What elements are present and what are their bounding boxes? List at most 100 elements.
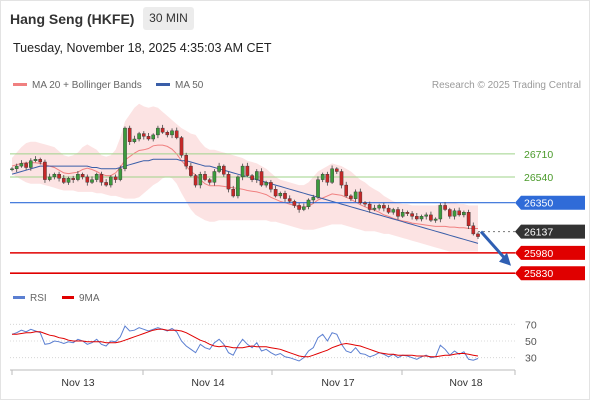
projection-arrow-head	[499, 252, 511, 266]
ma20-line	[11, 144, 478, 229]
projection-arrow-shaft	[479, 230, 508, 261]
candle-down	[113, 176, 118, 180]
candle-up	[76, 173, 80, 180]
candle-up	[462, 211, 466, 216]
candle-down	[127, 127, 132, 142]
candle-down	[141, 133, 146, 137]
rsi-tick-label: 50	[525, 336, 537, 348]
rsi-ma-line	[12, 328, 479, 358]
legend-bollinger-label: MA 20 + Bollinger Bands	[32, 80, 142, 91]
candle-up	[302, 206, 306, 210]
rsi-panel: 70 50 30	[10, 319, 537, 365]
candle-down	[57, 173, 61, 179]
candle-up	[151, 134, 156, 140]
candle-down	[415, 216, 419, 220]
candle-up	[118, 168, 123, 180]
candle-up	[33, 159, 38, 161]
candle-down	[367, 203, 372, 210]
candle-up	[372, 207, 377, 210]
candle-down	[62, 178, 66, 183]
level-tag-25830	[515, 266, 585, 281]
candle-down	[231, 188, 236, 197]
candle-down	[358, 191, 363, 203]
candle-down	[457, 210, 462, 216]
candle-up	[264, 182, 269, 186]
legend-ma50: MA 50	[156, 80, 203, 91]
candle-down	[273, 188, 278, 197]
level-label-26540: 26540	[524, 172, 553, 184]
candle-up	[452, 210, 457, 217]
candle-up	[254, 171, 259, 180]
candle-down	[269, 182, 273, 190]
credit-text: Research © 2025 Trading Central	[431, 80, 581, 91]
instrument-title: Hang Seng (HKFE)	[10, 11, 135, 27]
candle-up	[198, 173, 203, 186]
candle-down	[184, 155, 189, 167]
candle-down	[165, 131, 170, 136]
rsi-tick-label: 30	[525, 353, 537, 365]
level-tag-25980	[515, 245, 585, 260]
level-label-25830: 25830	[524, 268, 553, 280]
candle-down	[207, 179, 212, 183]
interval-button[interactable]: 30 MIN	[143, 7, 194, 30]
level-tag-26350	[515, 195, 585, 210]
candle-up	[108, 176, 113, 186]
level-label-26137: 26137	[524, 227, 553, 239]
candle-up	[438, 205, 443, 220]
candle-down	[71, 178, 75, 180]
bollinger-band	[12, 103, 478, 252]
bollinger-swatch	[13, 82, 27, 86]
candle-down	[344, 184, 349, 197]
candle-down	[221, 165, 226, 175]
candle-down	[283, 192, 287, 199]
candle-up	[419, 216, 424, 220]
level-label-26710: 26710	[524, 149, 553, 161]
price-levels: 26710 26540 26350 26137 25980 25830	[10, 149, 585, 281]
legend-9ma-label: 9MA	[79, 293, 100, 304]
candle-down	[250, 175, 254, 180]
timestamp: Tuesday, November 18, 2025 4:35:03 AM CE…	[13, 41, 272, 55]
ma50-line	[11, 158, 479, 244]
x-tick-label: Nov 13	[61, 377, 94, 389]
9ma-swatch	[62, 295, 74, 299]
candle-down	[382, 205, 386, 209]
candle-down	[174, 130, 179, 138]
candle-down	[24, 163, 28, 168]
candle-up	[311, 197, 316, 201]
candle-down	[80, 173, 85, 178]
rsi-swatch	[13, 295, 25, 299]
candle-up	[47, 176, 52, 180]
level-tag-26137	[515, 224, 585, 239]
x-tick-label: Nov 17	[321, 377, 354, 389]
candle-up	[170, 130, 174, 136]
legend-rsi: RSI	[13, 293, 47, 304]
candle-down	[363, 202, 367, 205]
candle-up	[212, 171, 217, 183]
candle-up	[52, 173, 57, 178]
candle-down	[287, 198, 292, 202]
candle-up	[306, 199, 311, 208]
candles	[10, 124, 480, 240]
x-axis: Nov 13 Nov 14 Nov 17 Nov 18	[10, 369, 516, 389]
candle-down	[259, 171, 264, 186]
candle-up	[19, 163, 24, 167]
candle-down	[335, 168, 339, 172]
rsi-tick-label: 70	[525, 319, 537, 331]
candle-up	[156, 127, 160, 136]
candle-up	[132, 138, 137, 142]
candle-down	[193, 175, 198, 186]
legend-9ma: 9MA	[62, 293, 100, 304]
candle-down	[85, 176, 90, 183]
candle-up	[66, 178, 71, 183]
candle-up	[400, 211, 405, 217]
candle-up	[217, 165, 221, 172]
candle-down	[339, 171, 344, 186]
rsi-line	[11, 325, 479, 362]
candle-down	[405, 211, 410, 214]
candle-up	[123, 127, 127, 170]
candle-up	[377, 205, 382, 209]
candle-up	[236, 176, 240, 197]
candle-down	[38, 159, 42, 163]
candle-down	[429, 214, 433, 221]
candle-down	[443, 205, 447, 210]
